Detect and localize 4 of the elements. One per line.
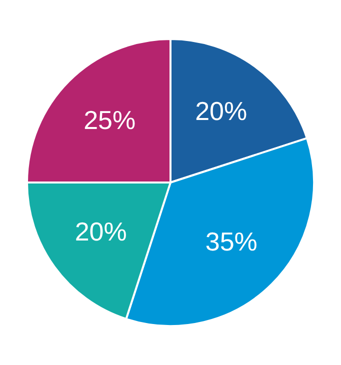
data-label: 20% [195,96,248,126]
data-label: 35% [205,226,258,257]
data-label: 25% [84,104,136,135]
data-label: 20% [74,216,127,246]
